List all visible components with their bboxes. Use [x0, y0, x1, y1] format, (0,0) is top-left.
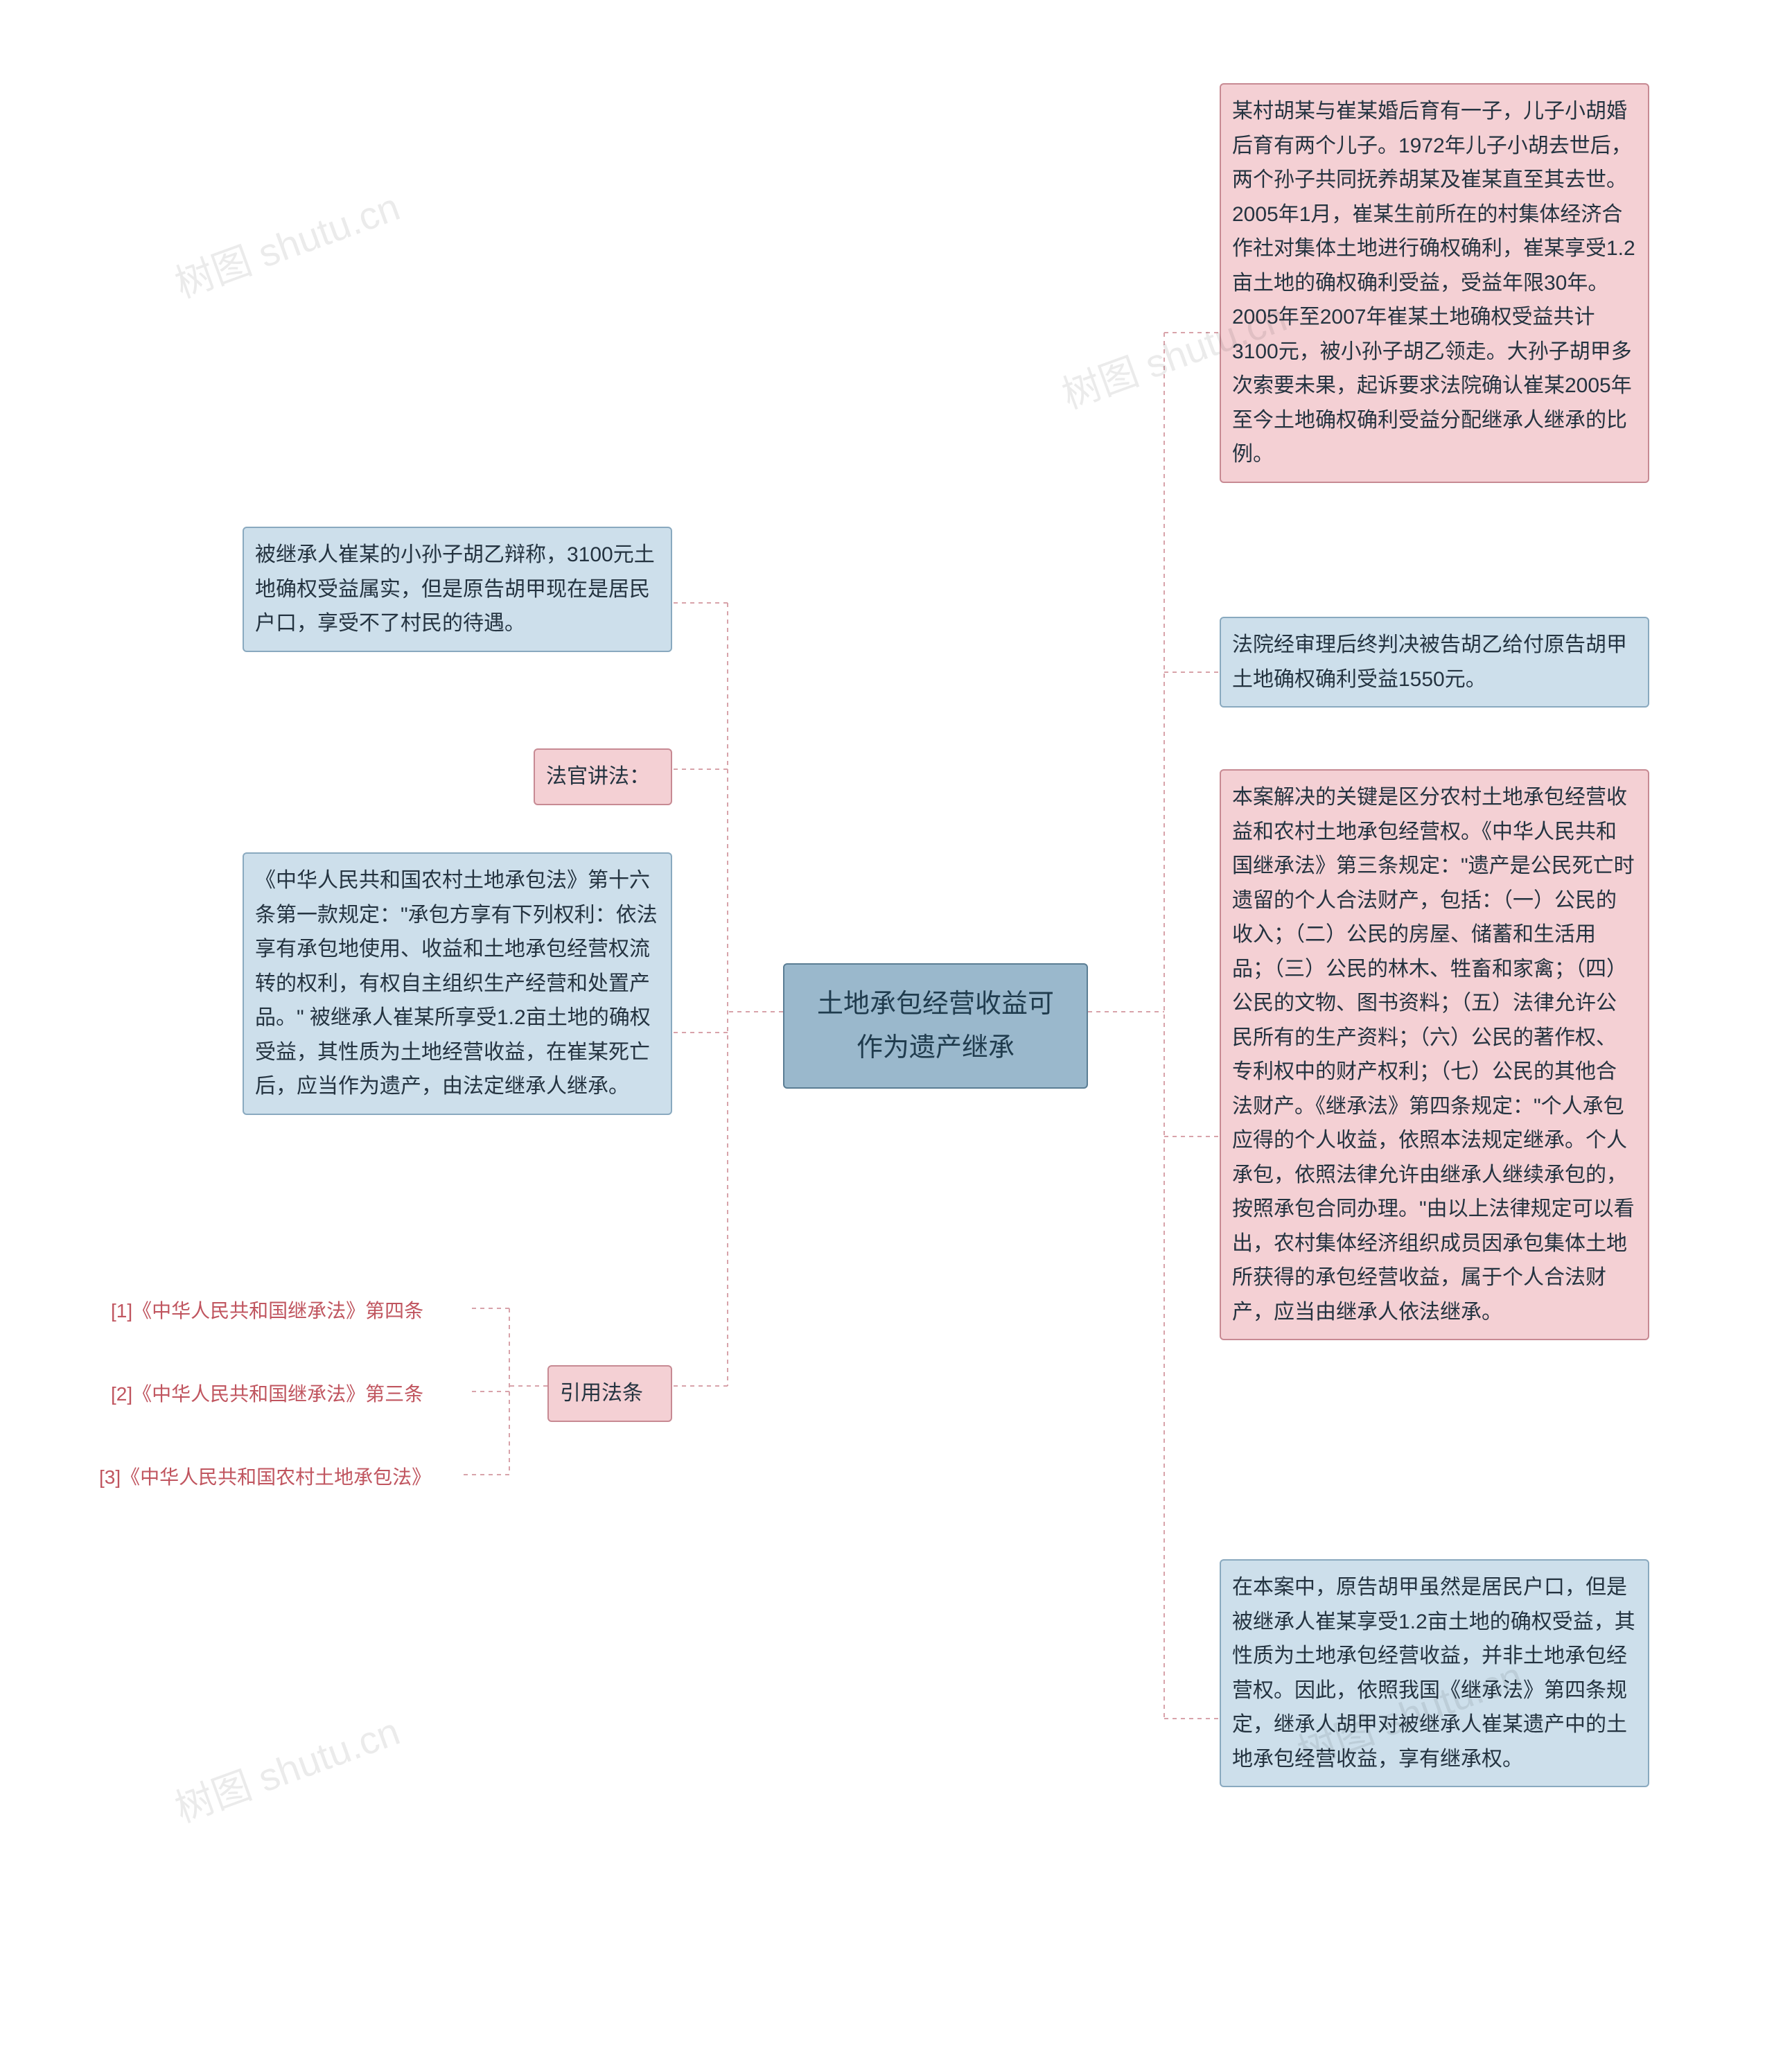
- left-node-law-text-content: 《中华人民共和国农村土地承包法》第十六条第一款规定："承包方享有下列权利：依法享…: [255, 869, 658, 1098]
- left-node-law-text: 《中华人民共和国农村土地承包法》第十六条第一款规定："承包方享有下列权利：依法享…: [243, 852, 672, 1115]
- left-node-cited-label: 引用法条: [547, 1365, 672, 1422]
- ref-item-3-text: [3]《中华人民共和国农村土地承包法》: [99, 1466, 431, 1488]
- right-node-conclusion-text: 在本案中，原告胡甲虽然是居民户口，但是被继承人崔某享受1.2亩土地的确权受益，其…: [1232, 1576, 1635, 1771]
- right-node-analysis: 本案解决的关键是区分农村土地承包经营收益和农村土地承包经营权。《中华人民共和国继…: [1220, 769, 1649, 1340]
- watermark-1: 树图 shutu.cn: [166, 176, 407, 309]
- left-node-cited-label-text: 引用法条: [560, 1382, 643, 1405]
- ref-item-1-text: [1]《中华人民共和国继承法》第四条: [111, 1300, 423, 1322]
- watermark-1-text: 树图 shutu.cn: [169, 184, 405, 306]
- right-node-analysis-text: 本案解决的关键是区分农村土地承包经营收益和农村土地承包经营权。《中华人民共和国继…: [1232, 786, 1635, 1324]
- right-node-conclusion: 在本案中，原告胡甲虽然是居民户口，但是被继承人崔某享受1.2亩土地的确权受益，其…: [1220, 1559, 1649, 1787]
- ref-item-2-text: [2]《中华人民共和国继承法》第三条: [111, 1383, 423, 1405]
- left-node-defense: 被继承人崔某的小孙子胡乙辩称，3100元土地确权受益属实，但是原告胡甲现在是居民…: [243, 527, 672, 652]
- right-node-case-facts: 某村胡某与崔某婚后育有一子，儿子小胡婚后育有两个儿子。1972年儿子小胡去世后，…: [1220, 83, 1649, 483]
- right-node-verdict-text: 法院经审理后终判决被告胡乙给付原告胡甲土地确权确利受益1550元。: [1232, 633, 1627, 691]
- watermark-3: 树图 shutu.cn: [166, 1701, 407, 1834]
- left-node-defense-text: 被继承人崔某的小孙子胡乙辩称，3100元土地确权受益属实，但是原告胡甲现在是居民…: [255, 543, 655, 635]
- watermark-3-text: 树图 shutu.cn: [169, 1709, 405, 1830]
- right-node-case-facts-text: 某村胡某与崔某婚后育有一子，儿子小胡婚后育有两个儿子。1972年儿子小胡去世后，…: [1232, 100, 1635, 466]
- left-node-judge-label: 法官讲法：: [534, 748, 672, 805]
- left-node-judge-label-text: 法官讲法：: [546, 765, 650, 788]
- ref-item-1: [1]《中华人民共和国继承法》第四条: [111, 1296, 423, 1324]
- ref-item-2: [2]《中华人民共和国继承法》第三条: [111, 1379, 423, 1407]
- central-node-text: 土地承包经营收益可作为遗产继承: [817, 990, 1054, 1062]
- ref-item-3: [3]《中华人民共和国农村土地承包法》: [99, 1462, 431, 1490]
- right-node-verdict: 法院经审理后终判决被告胡乙给付原告胡甲土地确权确利受益1550元。: [1220, 617, 1649, 708]
- central-node: 土地承包经营收益可作为遗产继承: [783, 963, 1088, 1089]
